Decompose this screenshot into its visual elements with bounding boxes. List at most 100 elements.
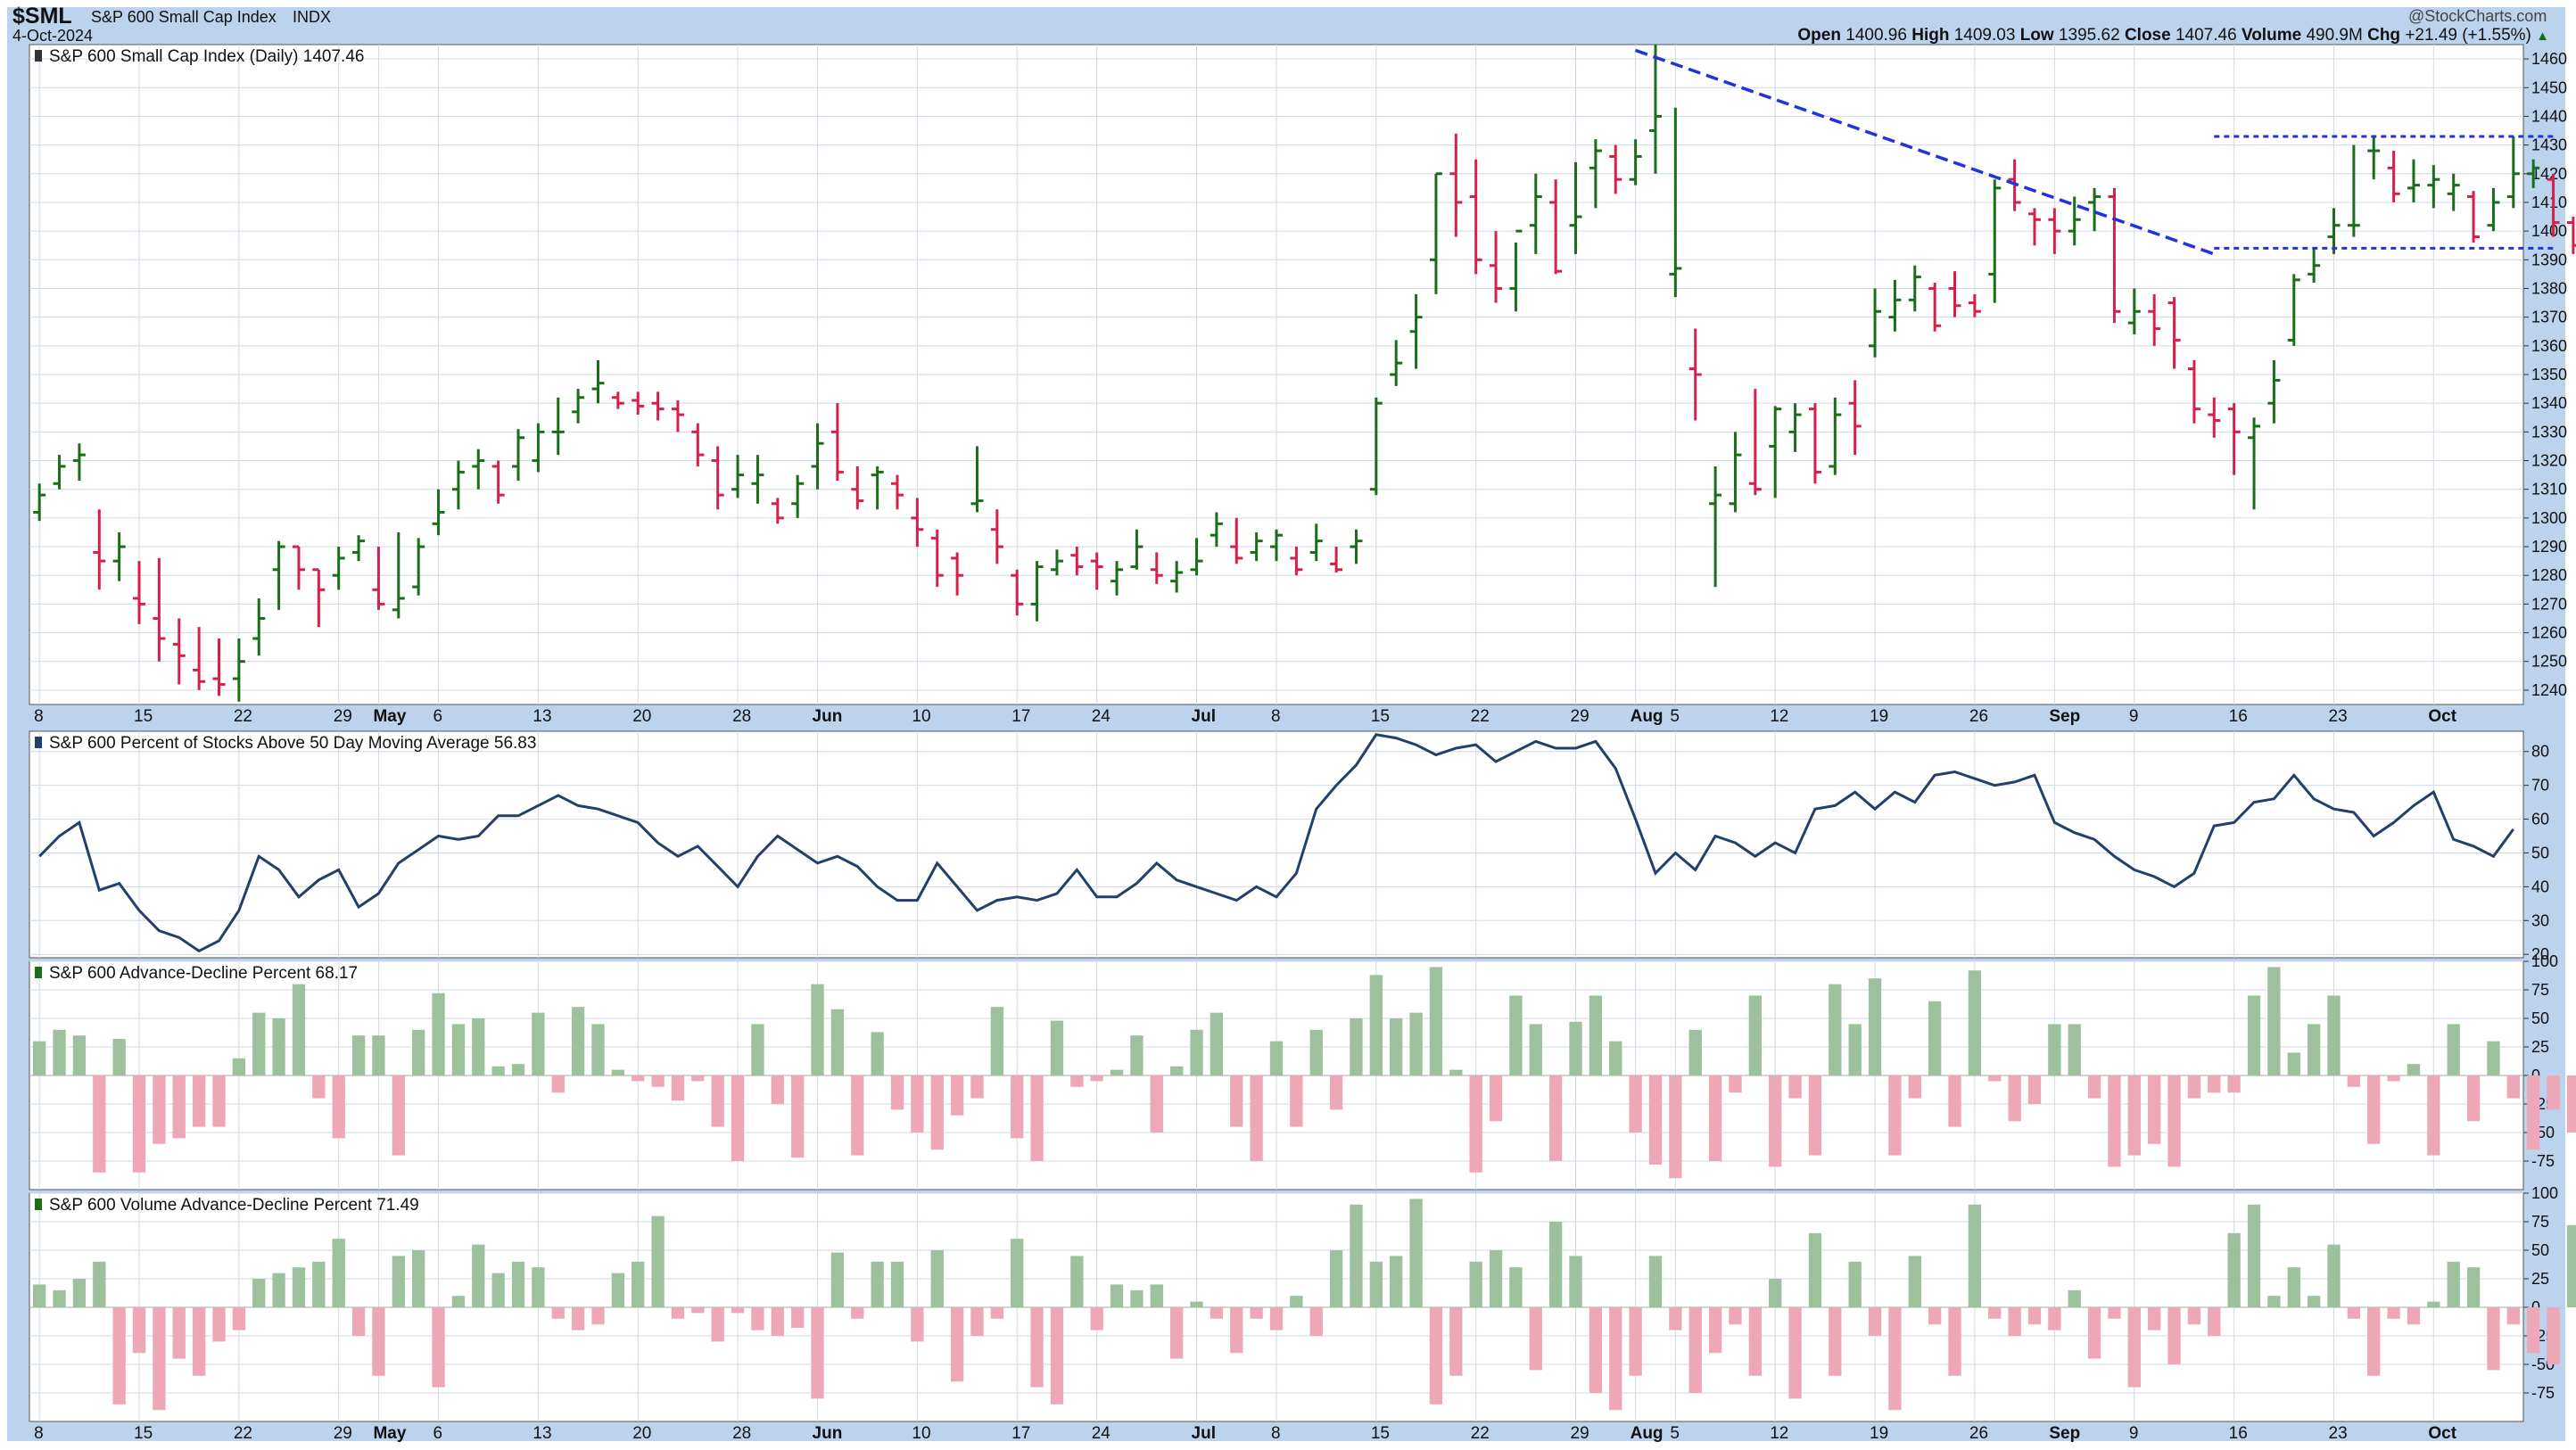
y-tick-label: 25	[2531, 1038, 2549, 1056]
ohlc-bar	[2068, 196, 2081, 246]
ohlc-bar	[252, 597, 266, 656]
ohlc-bar	[2407, 159, 2420, 202]
x-axis-label: 29	[334, 1424, 352, 1443]
ad-bar	[2068, 1024, 2081, 1075]
ohlc-bar	[2248, 417, 2261, 510]
volume-ad-bar	[990, 1307, 1004, 1319]
x-axis-label: 12	[1770, 707, 1788, 726]
ad-bar	[791, 1075, 805, 1158]
ad-bar	[2487, 1041, 2500, 1075]
volume-ad-bar	[132, 1307, 146, 1354]
volume-ad-bar	[2466, 1267, 2481, 1307]
ohlc-bar	[1729, 432, 1742, 513]
ohlc-bar	[1869, 288, 1882, 358]
ohlc-bar	[1011, 569, 1024, 616]
ohlc-bar	[1030, 561, 1044, 622]
x-axis-label: 9	[2129, 707, 2139, 726]
ad-bar	[551, 1075, 565, 1093]
ad-bar	[2466, 1075, 2481, 1122]
volume-ad-bar	[1788, 1307, 1802, 1399]
volume-ad-bar	[1489, 1250, 1503, 1307]
ohlc-bar	[1110, 561, 1124, 596]
volume-ad-bar	[1329, 1250, 1343, 1307]
ohlc-bar	[1490, 231, 1503, 303]
ohlc-bar	[2187, 359, 2200, 424]
ad-bar	[930, 1075, 944, 1150]
volume-ad-bar	[632, 1261, 645, 1307]
volume-ad-bar	[252, 1279, 266, 1307]
ad-bar	[1469, 1075, 1482, 1173]
ohlc-bar	[911, 498, 924, 548]
ad-bar	[1908, 1075, 1921, 1099]
ohlc-bar	[2167, 297, 2181, 369]
ohlc-bar	[1589, 139, 1602, 209]
low-label: Low	[2019, 26, 2054, 45]
volume-ad-bar	[731, 1307, 745, 1314]
ad-bar	[412, 1029, 425, 1075]
volume-ad-bar	[1390, 1256, 1403, 1307]
volume-ad-bar	[153, 1307, 166, 1411]
volume-ad-bar	[1888, 1307, 1902, 1411]
ohlc-bar	[1449, 133, 1463, 237]
y-tick-label: -75	[2531, 1152, 2555, 1170]
volume-ad-bar	[1729, 1307, 1742, 1325]
volume-ad-bar	[1609, 1307, 1622, 1411]
x-axis-label: 10	[912, 1424, 930, 1443]
volume-ad-bar	[1230, 1307, 1243, 1354]
volume-ad-bar	[1629, 1307, 1642, 1376]
volume-ad-bar	[970, 1307, 984, 1336]
x-axis-label: 15	[1371, 1424, 1390, 1443]
volume-value: 490.9M	[2306, 26, 2363, 45]
volume-ad-bar	[2287, 1267, 2300, 1307]
y-tick-label: 1420	[2531, 165, 2567, 183]
y-tick-label: 1430	[2531, 136, 2567, 154]
volume-ad-bar	[791, 1307, 805, 1329]
ad-bar	[1688, 1029, 1702, 1075]
ad-bar	[632, 1075, 645, 1082]
x-axis-label: 20	[632, 707, 651, 726]
x-axis-label: 8	[1271, 707, 1281, 726]
volume-ad-bar	[2167, 1307, 2181, 1364]
ohlc-bar	[1350, 529, 1363, 564]
ohlc-bar	[551, 397, 565, 456]
ad-bar	[811, 984, 824, 1075]
ad-bar	[2367, 1075, 2381, 1144]
y-tick-label: 40	[2531, 877, 2549, 895]
ad-bar	[1748, 995, 1762, 1075]
volume-ad-bar	[351, 1307, 366, 1336]
volume-ad-bar	[2267, 1296, 2281, 1307]
ohlc-bar	[451, 460, 465, 510]
ad-bar	[532, 1012, 545, 1075]
x-axis-label: 19	[1870, 1424, 1888, 1443]
ohlc-bar	[2347, 144, 2360, 237]
y-tick-label: 50	[2531, 844, 2549, 861]
ohlc-bar	[392, 531, 405, 619]
ad-bar	[1968, 970, 1982, 1075]
ad-bar	[72, 1035, 87, 1075]
ohlc-bar	[572, 389, 585, 424]
ohlc-bar	[412, 538, 425, 596]
x-axis-label: 23	[2329, 707, 2348, 726]
ad-bar	[890, 1075, 904, 1110]
ohlc-bar	[1070, 547, 1084, 576]
volume-ad-bar	[2087, 1307, 2101, 1359]
y-tick-label: 1260	[2531, 624, 2567, 642]
ad-bar	[1788, 1075, 1802, 1099]
ohlc-bar	[72, 443, 86, 482]
x-axis-label: 22	[234, 1424, 252, 1443]
ohlc-bar	[1210, 512, 1223, 548]
volume-ad-bar	[1011, 1239, 1024, 1307]
x-axis-label: Jun	[813, 707, 843, 726]
volume-ad-bar	[651, 1215, 665, 1307]
volume-ad-bar	[2008, 1307, 2021, 1336]
legend-swatch-icon	[35, 1199, 42, 1210]
ad-bar	[2227, 1075, 2241, 1093]
ohlc-bar	[1170, 561, 1184, 593]
volume-ad-bar	[1688, 1307, 1702, 1393]
ad-bar	[1250, 1075, 1263, 1161]
ad-bar	[2447, 1024, 2460, 1075]
volume-ad-bar	[1988, 1307, 2002, 1319]
volume-ad-bar	[2208, 1307, 2221, 1336]
ad-bar	[851, 1075, 864, 1156]
ohlc-bar	[332, 547, 345, 590]
